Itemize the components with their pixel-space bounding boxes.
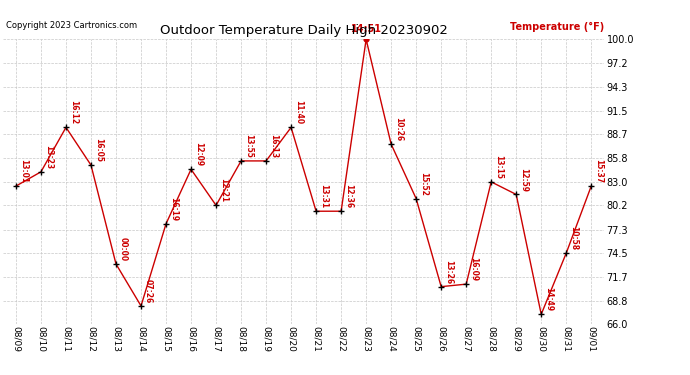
Text: 13:55: 13:55 bbox=[244, 134, 253, 158]
Text: 12:59: 12:59 bbox=[519, 168, 528, 192]
Text: 10:58: 10:58 bbox=[569, 226, 578, 251]
Text: 15:37: 15:37 bbox=[594, 159, 603, 183]
Text: 00:00: 00:00 bbox=[119, 237, 128, 261]
Text: 16:09: 16:09 bbox=[469, 257, 478, 281]
Text: 16:19: 16:19 bbox=[169, 197, 178, 221]
Text: 13:26: 13:26 bbox=[444, 260, 453, 284]
Text: Copyright 2023 Cartronics.com: Copyright 2023 Cartronics.com bbox=[6, 21, 137, 30]
Text: 13:23: 13:23 bbox=[43, 145, 52, 169]
Text: Temperature (°F): Temperature (°F) bbox=[509, 22, 604, 32]
Text: 10:26: 10:26 bbox=[394, 117, 403, 141]
Text: 11:40: 11:40 bbox=[294, 100, 303, 124]
Text: 12:09: 12:09 bbox=[194, 142, 203, 166]
Text: 14:49: 14:49 bbox=[544, 287, 553, 312]
Text: 13:01: 13:01 bbox=[19, 159, 28, 183]
Text: 16:13: 16:13 bbox=[269, 134, 278, 158]
Text: 16:05: 16:05 bbox=[94, 138, 103, 162]
Text: 15:52: 15:52 bbox=[419, 172, 428, 196]
Text: 12:21: 12:21 bbox=[219, 178, 228, 203]
Text: 13:15: 13:15 bbox=[494, 155, 503, 179]
Text: 16:12: 16:12 bbox=[69, 100, 78, 124]
Text: 13:31: 13:31 bbox=[319, 184, 328, 209]
Text: 07:26: 07:26 bbox=[144, 279, 152, 303]
Text: 14:51: 14:51 bbox=[351, 24, 382, 34]
Title: Outdoor Temperature Daily High 20230902: Outdoor Temperature Daily High 20230902 bbox=[159, 24, 448, 37]
Text: 12:36: 12:36 bbox=[344, 184, 353, 209]
